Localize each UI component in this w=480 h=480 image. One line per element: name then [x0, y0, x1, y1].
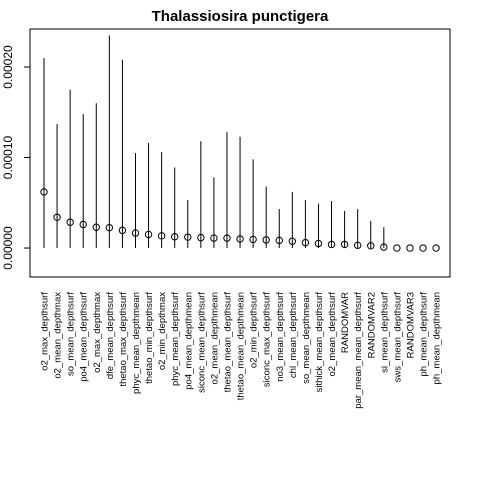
- data-point: [197, 233, 205, 242]
- data-point: [419, 244, 427, 252]
- data-point: [40, 188, 48, 196]
- x-tick-label: sws_mean_depthsurf: [392, 292, 403, 383]
- data-point: [223, 234, 231, 242]
- x-tick-label: phyc_mean_depthmean: [131, 292, 142, 394]
- data-point: [66, 218, 74, 226]
- y-ticks: 0.00000 0.00010 0.00020: [1, 45, 30, 270]
- data-point: [184, 233, 192, 241]
- data-point: [118, 226, 127, 235]
- x-tick-label: phyc_mean_depthsurf: [170, 292, 181, 386]
- y-tick-label: 0.00010: [1, 136, 15, 180]
- data-point: [275, 236, 283, 245]
- data-point: [367, 242, 375, 250]
- x-tick-label: o2_mean_depthmean: [209, 292, 220, 384]
- x-tick-label: o2_mean_depthmax: [53, 292, 64, 379]
- x-tick-label: chl_mean_depthsurf: [288, 292, 299, 378]
- x-tick-label: thetao_max_depthsurf: [118, 292, 129, 387]
- x-tick-label: no3_mean_depthsurf: [275, 292, 286, 382]
- x-tick-label: thetao_min_depthsurf: [144, 292, 155, 384]
- data-point: [393, 244, 401, 252]
- x-tick-label: ph_mean_depthsurf: [419, 292, 430, 377]
- x-tick-label: RANDOMVAR2: [366, 292, 377, 358]
- data-point: [79, 220, 87, 229]
- y-tick-label: 0.00000: [1, 226, 15, 270]
- y-tick-label: 0.00020: [1, 45, 15, 89]
- data-point: [262, 236, 270, 244]
- x-tick-label: sithick_mean_depthsurf: [314, 292, 325, 393]
- x-tick-label: o2_min_depthmax: [157, 292, 168, 370]
- x-tick-label: RANDOMVAR: [340, 292, 351, 353]
- data-point: [406, 244, 414, 252]
- data-point: [157, 232, 166, 240]
- data-point: [236, 235, 244, 243]
- data-point: [380, 243, 388, 251]
- data-point: [144, 230, 153, 239]
- x-tick-label: o2_max_depthmax: [92, 292, 103, 373]
- data-marks: [40, 35, 440, 252]
- x-tick-label: thetao_mean_depthsurf: [222, 292, 233, 393]
- data-point: [210, 234, 218, 242]
- x-tick-label: RANDOMVAR3: [405, 292, 416, 358]
- data-point: [92, 223, 100, 231]
- data-point: [288, 237, 297, 245]
- data-point: [105, 223, 114, 232]
- data-point: [432, 244, 440, 252]
- data-point: [53, 213, 61, 221]
- x-tick-label: so_mean_depthsurf: [66, 292, 77, 376]
- data-point: [249, 235, 257, 244]
- data-point: [340, 240, 349, 249]
- x-tick-label: o2_min_depthsurf: [249, 292, 260, 368]
- x-tick-label: si_mean_depthsurf: [379, 292, 390, 373]
- data-point: [353, 241, 362, 250]
- x-tick-label: thetao_mean_depthmean: [236, 292, 247, 400]
- data-point: [171, 233, 179, 241]
- x-tick-label: par_mean_mean_depthsurf: [353, 292, 364, 409]
- x-tick-label: dfe_mean_depthsurf: [105, 292, 116, 380]
- x-tick-label: o2_max_depthsurf: [40, 292, 51, 371]
- x-tick-label: po4_mean_depthsurf: [79, 292, 90, 382]
- x-tick-label: po4_mean_depthmean: [183, 292, 194, 390]
- data-point: [301, 238, 310, 247]
- data-point: [131, 229, 140, 237]
- x-tick-label: ph_mean_depthmean: [432, 292, 443, 384]
- x-tick-label: so_mean_depthmean: [301, 292, 312, 384]
- x-tick-label: siconc_mean_depthsurf: [196, 292, 207, 393]
- chart-title: Thalassiosira punctigera: [152, 8, 329, 25]
- data-point: [327, 240, 336, 249]
- data-point: [314, 239, 323, 248]
- x-tick-label: siconc_max_depthsurf: [262, 292, 273, 387]
- x-tick-label: o2_mean_depthsurf: [327, 292, 338, 377]
- x-tick-labels: o2_max_depthsurf o2_mean_depthmax so_mean_…: [40, 292, 443, 409]
